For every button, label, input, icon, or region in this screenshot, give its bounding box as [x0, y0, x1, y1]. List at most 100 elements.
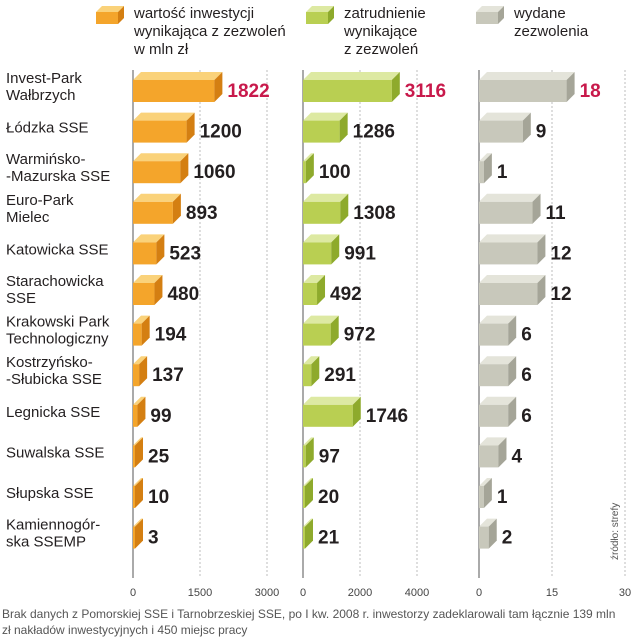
bar-top: [303, 234, 340, 243]
value-label: 4: [511, 446, 522, 467]
bar: [133, 283, 155, 305]
value-label: 1308: [353, 203, 395, 224]
bar-end: [137, 396, 146, 427]
legend-swatch-side: [118, 6, 124, 24]
category-label: Invest-Park: [6, 70, 82, 87]
value-label: 11: [546, 203, 567, 224]
bar-top: [133, 518, 143, 527]
value-label: 25: [148, 446, 170, 467]
category-label: Technologiczny: [6, 331, 109, 348]
value-label: 6: [521, 406, 532, 427]
bar-end: [317, 275, 326, 305]
legend-swatch: [306, 12, 328, 24]
bar-end: [305, 153, 314, 184]
bar-top: [479, 356, 517, 365]
bar: [479, 242, 538, 265]
bar: [133, 120, 187, 143]
value-label: 991: [344, 243, 376, 264]
bar: [479, 404, 509, 427]
bar-end: [488, 518, 497, 549]
bar: [303, 323, 331, 346]
legend-swatch-side: [498, 6, 504, 24]
bar-top: [133, 72, 223, 80]
category-label: Łódzka SSE: [6, 120, 89, 137]
value-label: 18: [580, 81, 601, 102]
bar-top: [303, 437, 314, 446]
value-label: 137: [152, 365, 184, 386]
bar-top: [479, 112, 531, 121]
bar: [133, 404, 138, 427]
bar: [479, 445, 499, 468]
value-label: 1746: [366, 406, 408, 427]
bar-top: [133, 356, 148, 365]
bar: [133, 242, 157, 265]
bar: [479, 283, 538, 305]
bar: [303, 445, 306, 468]
bar-top: [479, 275, 546, 283]
legend-label: wynikająca z zezwoleń: [133, 23, 286, 40]
bar: [479, 120, 523, 143]
bar-top: [303, 478, 313, 486]
legend-swatch: [476, 12, 498, 24]
bar-end: [566, 72, 575, 102]
bar-end: [339, 112, 348, 143]
legend-label: wynikające: [343, 23, 417, 40]
bar-end: [305, 437, 314, 468]
bar: [479, 161, 484, 184]
bar: [479, 80, 567, 102]
footnote: Brak danych z Pomorskiej SSE i Tarnobrze…: [2, 607, 616, 637]
bar-end: [139, 356, 148, 387]
bar-top: [303, 193, 349, 202]
bar-top: [303, 153, 314, 162]
value-label: 1822: [227, 81, 269, 102]
bar-top: [133, 396, 146, 405]
bar-top: [133, 153, 189, 162]
bar-end: [340, 193, 349, 224]
category-label: Suwalska SSE: [6, 444, 104, 461]
tick-label: 0: [130, 587, 136, 599]
tick-label: 30: [619, 587, 631, 599]
category-label: SSE: [6, 290, 36, 307]
tick-label: 0: [476, 587, 482, 599]
bar-end: [508, 396, 517, 427]
bar-end: [135, 437, 143, 468]
bar-top: [479, 518, 497, 527]
value-label: 893: [186, 203, 218, 224]
bar-end: [537, 234, 546, 265]
value-label: 21: [318, 528, 340, 549]
bar: [303, 120, 340, 143]
value-label: 6: [521, 365, 532, 386]
bar-end: [154, 275, 163, 305]
tick-label: 0: [300, 587, 306, 599]
bar: [133, 486, 135, 508]
legend-swatch: [96, 12, 118, 24]
tick-label: 2000: [348, 587, 372, 599]
value-label: 1200: [200, 122, 242, 143]
tick-label: 4000: [405, 587, 429, 599]
value-label: 1: [497, 162, 508, 183]
legend-swatch-top: [96, 6, 124, 12]
value-label: 97: [319, 446, 340, 467]
bar: [133, 364, 140, 387]
value-label: 2: [502, 528, 513, 549]
bar-end: [508, 356, 517, 387]
bar-top: [303, 356, 320, 365]
value-label: 1060: [193, 162, 235, 183]
bar-end: [532, 193, 541, 224]
legend-label: w mln zł: [133, 41, 189, 58]
value-label: 3: [148, 528, 159, 549]
tick-label: 1500: [188, 587, 212, 599]
legend-label: zatrudnienie: [344, 5, 426, 22]
bar: [303, 526, 305, 549]
bar-end: [305, 518, 313, 549]
bar-top: [303, 112, 348, 121]
value-label: 9: [536, 122, 547, 143]
value-label: 492: [330, 284, 362, 305]
legend-label: wartość inwestycji: [133, 5, 254, 22]
value-label: 10: [148, 487, 169, 508]
tick-label: 3000: [255, 587, 279, 599]
bar: [479, 364, 509, 387]
value-label: 1: [497, 487, 508, 508]
category-label: Warmińsko-: [6, 151, 85, 168]
bar-top: [303, 72, 400, 80]
